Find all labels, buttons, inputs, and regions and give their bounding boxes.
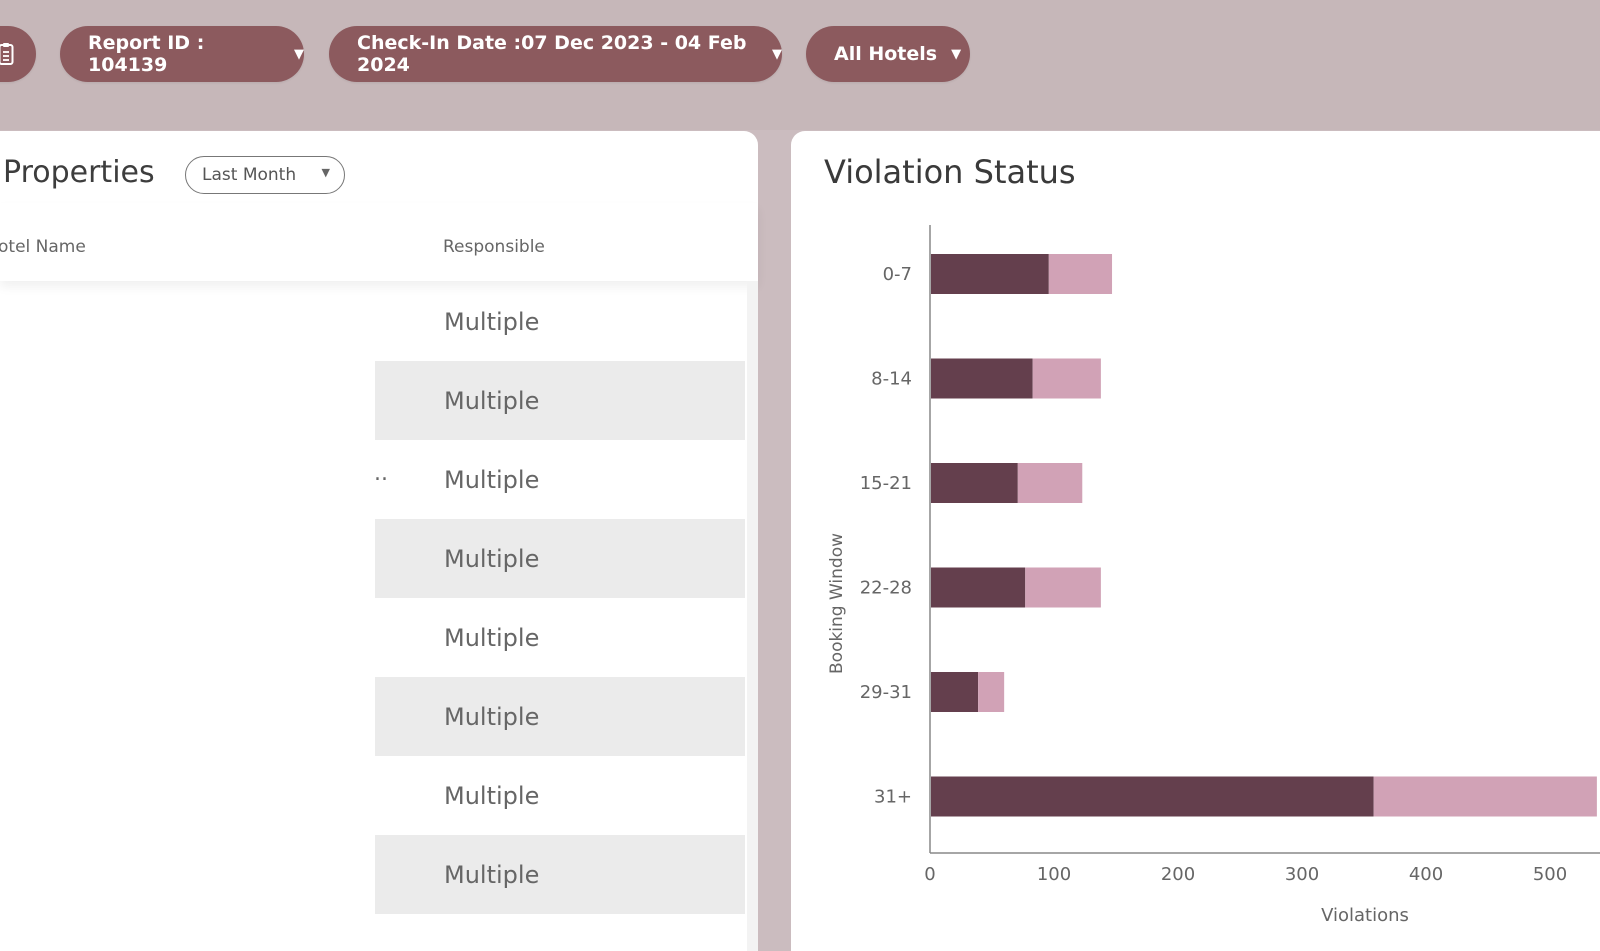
bar-segment [931, 254, 1049, 294]
violation-status-panel: Violation Status Booking Window 0-7 8-14 1… [791, 131, 1600, 951]
responsible-cell: Multiple [444, 702, 540, 731]
table-row[interactable]: Multiple [375, 677, 745, 756]
bar-segment [931, 567, 1026, 608]
checkin-date-label: Check-In Date :07 Dec 2023 - 04 Feb 2024 [357, 32, 747, 76]
properties-panel: Properties Last Month ▼ otel Name Respon… [0, 131, 758, 951]
responsible-cell: Multiple [444, 781, 540, 810]
y-tick-label: 0-7 [883, 264, 912, 285]
x-tick-label: 100 [1037, 864, 1071, 885]
checkin-date-dropdown[interactable]: Check-In Date :07 Dec 2023 - 04 Feb 2024… [329, 26, 782, 82]
hotels-dropdown[interactable]: All Hotels ▼ [806, 26, 970, 82]
filter-bar: Report ID : 104139 ▼ Check-In Date :07 D… [0, 0, 1600, 130]
truncated-hotel-name: .. [374, 461, 388, 486]
table-scrollbar[interactable] [747, 281, 758, 951]
x-axis-label: Violations [1321, 905, 1409, 926]
responsible-cell: Multiple [444, 386, 540, 415]
report-icon-button[interactable] [0, 26, 36, 82]
table-header: otel Name Responsible [0, 203, 758, 281]
x-tick-label: 200 [1161, 864, 1195, 885]
violation-chart: 0-7 8-14 15-21 22-28 29-31 31+ 0 100 200 300 400 50… [860, 225, 1600, 926]
range-select-value: Last Month [202, 165, 297, 185]
range-select[interactable]: Last Month ▼ [185, 156, 345, 194]
bar-segment [1048, 254, 1113, 294]
x-tick-label: 0 [924, 864, 935, 885]
table-row[interactable]: Multiple [375, 282, 745, 361]
table-row[interactable]: Multiple [375, 835, 745, 914]
report-id-label: Report ID : 104139 [88, 32, 205, 76]
bar-segment [1032, 358, 1101, 399]
responsible-cell: Multiple [444, 307, 540, 336]
y-tick-label: 31+ [874, 787, 912, 808]
table-row[interactable]: Multiple [375, 361, 745, 440]
bar-segment [931, 463, 1018, 503]
bar-segment [931, 358, 1033, 399]
bar-segment [1373, 776, 1597, 817]
y-tick-label: 29-31 [860, 682, 912, 703]
y-tick-label: 15-21 [860, 473, 912, 494]
chart-title: Violation Status [824, 153, 1076, 191]
report-id-dropdown[interactable]: Report ID : 104139 ▼ [60, 26, 304, 82]
bar-segment [1025, 567, 1101, 608]
bar-segment [931, 776, 1374, 817]
chevron-down-icon: ▼ [321, 166, 330, 179]
table-body: Multiple Multiple Multiple Multiple Mult… [375, 282, 745, 914]
column-hotel-name[interactable]: otel Name [0, 237, 86, 257]
clipboard-icon [0, 43, 14, 65]
x-tick-label: 300 [1285, 864, 1319, 885]
responsible-cell: Multiple [444, 465, 540, 494]
bar-segment [931, 672, 979, 712]
bar-segment [978, 672, 1005, 712]
responsible-cell: Multiple [444, 544, 540, 573]
hotels-label: All Hotels [834, 43, 938, 65]
chevron-down-icon: ▼ [294, 46, 304, 62]
column-responsible[interactable]: Responsible [443, 237, 545, 257]
table-row[interactable]: Multiple [375, 756, 745, 835]
table-row[interactable]: Multiple [375, 440, 745, 519]
x-tick-label: 500 [1533, 864, 1567, 885]
responsible-cell: Multiple [444, 860, 540, 889]
responsible-cell: Multiple [444, 623, 540, 652]
chevron-down-icon: ▼ [772, 46, 782, 62]
bar-segment [1017, 463, 1083, 503]
chevron-down-icon: ▼ [951, 46, 962, 62]
y-tick-label: 8-14 [871, 369, 912, 390]
table-row[interactable]: Multiple [375, 519, 745, 598]
y-tick-label: 22-28 [860, 578, 912, 599]
properties-title: Properties [3, 155, 155, 190]
table-row[interactable]: Multiple [375, 598, 745, 677]
x-tick-label: 400 [1409, 864, 1443, 885]
